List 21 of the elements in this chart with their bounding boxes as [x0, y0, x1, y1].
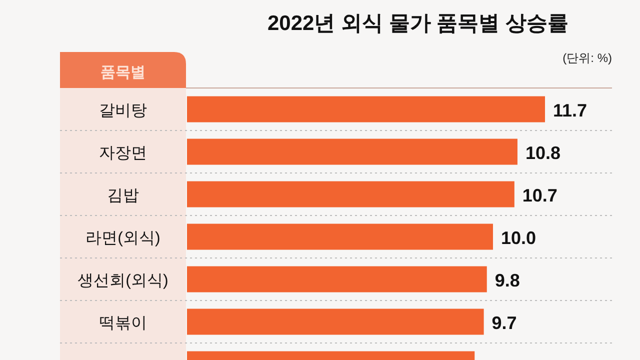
y-axis-title: 품목별 — [100, 64, 146, 81]
data-label: 9.8 — [494, 270, 520, 290]
data-label: 10.8 — [525, 142, 561, 163]
y-tick-label: 라면(외식) — [86, 230, 160, 247]
bar — [187, 138, 518, 165]
data-label: 10.0 — [500, 228, 536, 248]
bar — [187, 266, 487, 292]
bar — [187, 96, 545, 122]
data-label: 11.7 — [553, 100, 588, 120]
text: (단위: %) — [562, 51, 612, 65]
y-tick-label: 생선회(외식) — [78, 272, 168, 290]
data-label: 10.7 — [522, 185, 558, 206]
y-tick-label: 떡볶이 — [99, 314, 147, 332]
data-label: 9.7 — [492, 312, 517, 333]
bar — [187, 224, 493, 250]
chart-title: 2022년 외식 물가 품목별 상승률 — [267, 12, 569, 35]
y-tick-label: 김밥 — [107, 187, 139, 204]
bar — [187, 181, 514, 208]
bar — [187, 308, 484, 335]
y-tick-label: 자장면 — [99, 144, 147, 162]
y-tick-label: 갈비탕 — [99, 102, 147, 120]
